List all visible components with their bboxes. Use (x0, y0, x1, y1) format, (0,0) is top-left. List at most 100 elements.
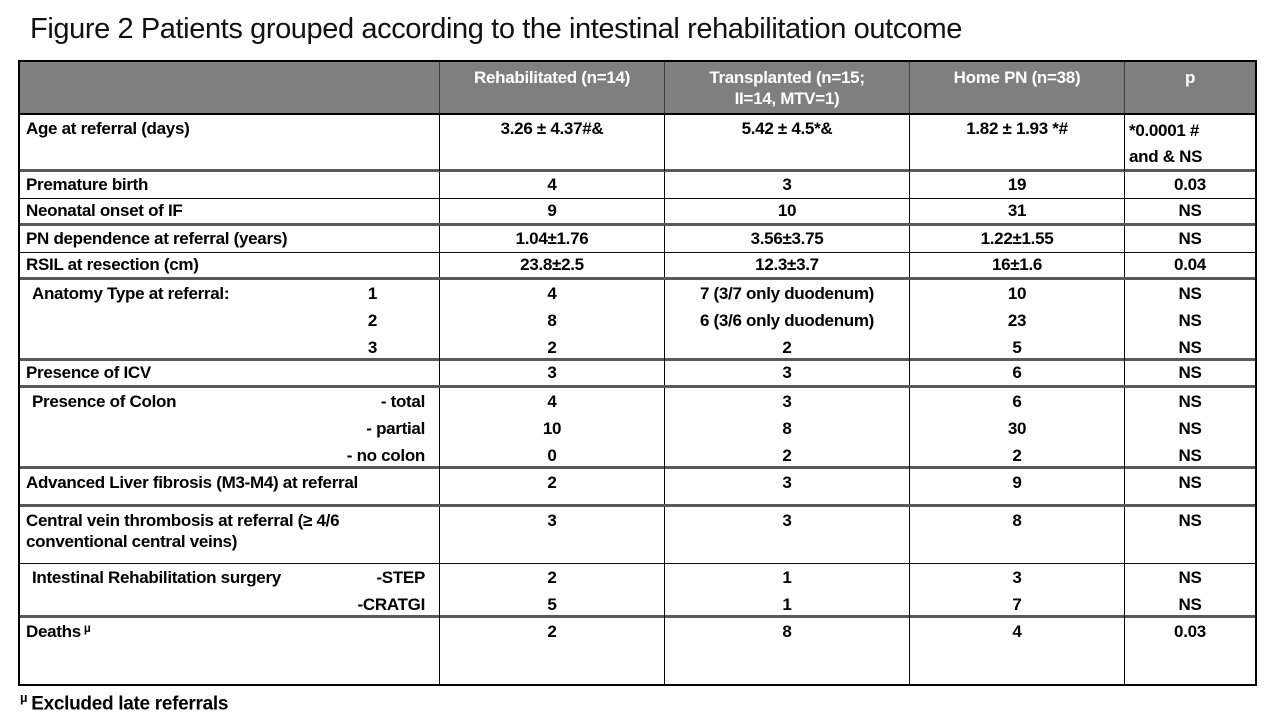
colon-line-3: - no colon (26, 442, 433, 469)
value: NS (1178, 337, 1202, 357)
cell-home-pn: 1.22±1.55 (909, 226, 1124, 252)
cell-transplanted: 3 (664, 469, 909, 504)
header-transplanted-line1: Transplanted (n=15; (709, 68, 865, 87)
value: 5 (547, 594, 557, 614)
table-header-row: Rehabilitated (n=14) Transplanted (n=15;… (20, 62, 1255, 115)
table-row: Premature birth 4 3 19 0.03 (20, 172, 1255, 199)
row-label: RSIL at resection (cm) (26, 255, 199, 275)
colon-no-colon: - no colon (346, 445, 426, 465)
cell-transplanted: 8 (664, 618, 909, 684)
value: 1 (782, 567, 792, 587)
row-label: Deaths µ (20, 618, 439, 684)
header-rehabilitated: Rehabilitated (n=14) (439, 62, 664, 113)
cell-p: NS NS (1124, 564, 1255, 618)
cell-p: 0.03 (1124, 172, 1255, 198)
table-row: Advanced Liver fibrosis (M3-M4) at refer… (20, 469, 1255, 507)
cell-rehabilitated: 4 (439, 172, 664, 198)
table-row-group-anatomy: Anatomy Type at referral: 1 2 3 4 8 2 7 … (20, 280, 1255, 361)
cell-transplanted: 3.56±3.75 (664, 226, 909, 252)
cell-home-pn: 31 (909, 199, 1124, 223)
row-label: Premature birth (26, 175, 149, 195)
row-label: Anatomy Type at referral: 1 2 3 (20, 280, 439, 361)
table-row: Age at referral (days) 3.26 ± 4.37#& 5.4… (20, 115, 1255, 172)
table-row: Central vein thrombosis at referral (≥ 4… (20, 507, 1255, 564)
value: NS (1178, 445, 1202, 465)
surgery-step: -STEP (376, 567, 425, 587)
cell-p: NS NS NS (1124, 280, 1255, 361)
value: 10 (1007, 283, 1027, 303)
value: NS (1178, 594, 1202, 614)
value: NS (1178, 283, 1202, 303)
anatomy-label: Anatomy Type at referral: (32, 283, 230, 303)
value: 8 (547, 310, 557, 330)
footnote-text: Excluded late referrals (31, 693, 229, 715)
surgery-line-1: Intestinal Rehabilitation surgery -STEP (26, 564, 433, 591)
surgery-line-2: -CRATGI (26, 591, 433, 618)
row-label: Central vein thrombosis at referral (≥ 4… (26, 511, 340, 552)
header-empty-cell (20, 62, 439, 113)
cell-transplanted: 7 (3/7 only duodenum) 6 (3/6 only duoden… (664, 280, 909, 361)
p-line1: *0.0001 # (1129, 121, 1200, 141)
value: 1 (782, 594, 792, 614)
value: 6 (3/6 only duodenum) (699, 310, 875, 330)
cell-rehabilitated: 4 10 0 (439, 388, 664, 469)
table-row: Presence of ICV 3 3 6 NS (20, 361, 1255, 388)
value: 2 (782, 445, 792, 465)
anatomy-line-1: Anatomy Type at referral: 1 (26, 280, 433, 307)
anatomy-line-2: 2 (26, 307, 433, 334)
cell-transplanted: 3 (664, 172, 909, 198)
row-label: Advanced Liver fibrosis (M3-M4) at refer… (26, 473, 358, 492)
table-row-group-colon: Presence of Colon - total - partial - no… (20, 388, 1255, 469)
table-row: RSIL at resection (cm) 23.8±2.5 12.3±3.7… (20, 253, 1255, 280)
colon-line-2: - partial (26, 415, 433, 442)
value: 3 (1012, 567, 1022, 587)
cell-home-pn: 3 7 (909, 564, 1124, 618)
value: 8 (782, 418, 792, 438)
value: 0 (547, 445, 557, 465)
cell-home-pn: 10 23 5 (909, 280, 1124, 361)
cell-rehabilitated: 1.04±1.76 (439, 226, 664, 252)
colon-total: - total (380, 391, 425, 411)
cell-home-pn: 4 (909, 618, 1124, 684)
value: NS (1178, 418, 1202, 438)
value: NS (1178, 567, 1202, 587)
value: 6 (1012, 391, 1022, 411)
cell-rehabilitated: 3.26 ± 4.37#& (439, 115, 664, 171)
cell-p: NS (1124, 199, 1255, 223)
footnote: µ Excluded late referrals (20, 690, 228, 715)
row-label: Presence of ICV (26, 363, 151, 383)
deaths-label: Deaths (26, 622, 81, 641)
patients-table: Rehabilitated (n=14) Transplanted (n=15;… (18, 60, 1257, 686)
value: 2 (782, 337, 792, 357)
header-p: p (1124, 62, 1255, 113)
value: 4 (547, 283, 557, 303)
value: 2 (1012, 445, 1022, 465)
cell-transplanted: 3 (664, 361, 909, 385)
cell-transplanted: 12.3±3.7 (664, 253, 909, 277)
cell-home-pn: 1.82 ± 1.93 *# (909, 115, 1124, 171)
cell-home-pn: 9 (909, 469, 1124, 504)
cell-rehabilitated: 4 8 2 (439, 280, 664, 361)
cell-p: 0.04 (1124, 253, 1255, 277)
cell-home-pn: 6 30 2 (909, 388, 1124, 469)
cell-p: NS (1124, 361, 1255, 385)
p-line2: and & NS (1129, 147, 1203, 167)
value: 7 (1012, 594, 1022, 614)
header-transplanted: Transplanted (n=15; II=14, MTV=1) (664, 62, 909, 113)
value: 30 (1007, 418, 1027, 438)
value: 2 (547, 337, 557, 357)
cell-p: *0.0001 # and & NS (1124, 115, 1255, 171)
row-label: PN dependence at referral (years) (26, 229, 288, 249)
header-home-pn: Home PN (n=38) (909, 62, 1124, 113)
cell-rehabilitated: 2 (439, 469, 664, 504)
colon-line-1: Presence of Colon - total (26, 388, 433, 415)
cell-home-pn: 8 (909, 507, 1124, 563)
value: 2 (547, 567, 557, 587)
value: 4 (547, 391, 557, 411)
figure-title: Figure 2 Patients grouped according to t… (30, 13, 963, 45)
table-row: Neonatal onset of IF 9 10 31 NS (20, 199, 1255, 226)
cell-transplanted: 3 8 2 (664, 388, 909, 469)
cell-rehabilitated: 23.8±2.5 (439, 253, 664, 277)
mu-superscript: µ (20, 690, 28, 705)
row-label: Intestinal Rehabilitation surgery -STEP … (20, 564, 439, 618)
